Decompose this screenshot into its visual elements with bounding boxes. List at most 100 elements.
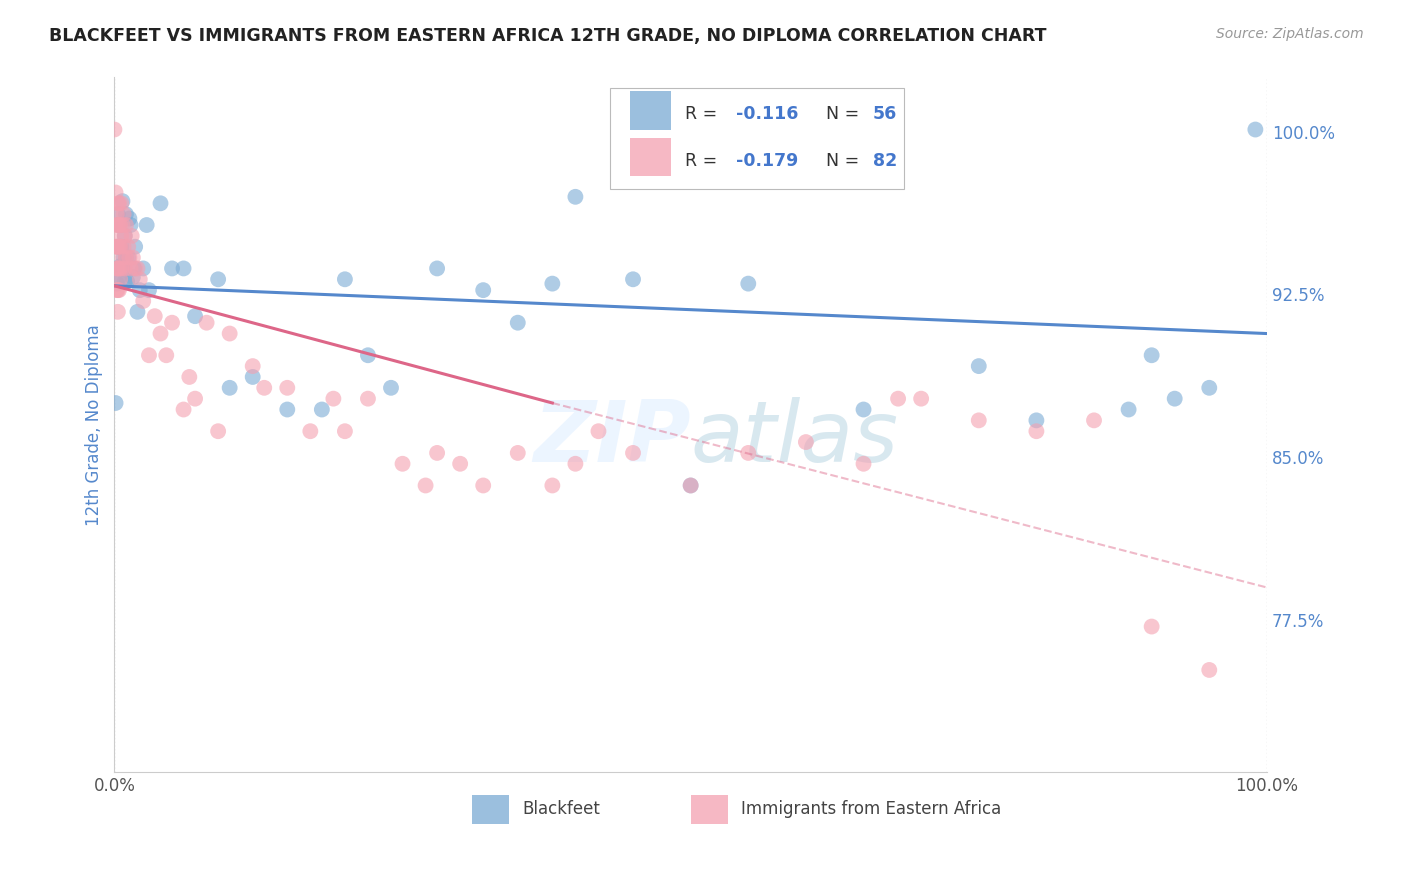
Point xyxy=(1198,663,1220,677)
Point xyxy=(117,240,139,254)
Point xyxy=(114,275,136,289)
Point xyxy=(132,293,155,308)
Point xyxy=(1140,348,1163,362)
Point xyxy=(1198,381,1220,395)
Point xyxy=(112,251,135,265)
Point xyxy=(121,228,143,243)
Point xyxy=(103,122,125,136)
Point xyxy=(155,348,177,362)
Point xyxy=(138,283,160,297)
Point xyxy=(333,424,356,438)
Point xyxy=(105,207,128,221)
Point xyxy=(122,261,145,276)
Point xyxy=(108,261,131,276)
Point xyxy=(118,251,141,265)
Point xyxy=(104,218,127,232)
Point xyxy=(242,359,264,373)
Point xyxy=(115,275,138,289)
Point xyxy=(110,228,132,243)
Bar xyxy=(471,795,509,824)
Point xyxy=(132,261,155,276)
Point xyxy=(127,305,149,319)
Point xyxy=(110,196,132,211)
Point xyxy=(506,446,529,460)
Point xyxy=(117,251,139,265)
Point xyxy=(128,272,150,286)
Point xyxy=(184,309,207,323)
Text: 82: 82 xyxy=(873,153,897,170)
Point xyxy=(679,478,702,492)
Point xyxy=(852,457,875,471)
Point xyxy=(108,240,131,254)
Point xyxy=(105,240,128,254)
Text: -0.116: -0.116 xyxy=(735,105,799,123)
Point xyxy=(564,190,586,204)
Text: Source: ZipAtlas.com: Source: ZipAtlas.com xyxy=(1216,27,1364,41)
Point xyxy=(415,478,437,492)
Bar xyxy=(630,91,671,129)
Point xyxy=(472,283,495,297)
Point xyxy=(107,305,129,319)
Point xyxy=(112,240,135,254)
Point xyxy=(138,348,160,362)
Point xyxy=(380,381,402,395)
Point xyxy=(115,218,138,232)
Point xyxy=(114,261,136,276)
Point xyxy=(299,424,322,438)
Point xyxy=(149,196,172,211)
Point xyxy=(679,478,702,492)
Point xyxy=(253,381,276,395)
Point xyxy=(108,240,131,254)
Text: -0.179: -0.179 xyxy=(735,153,797,170)
Point xyxy=(128,283,150,297)
Point xyxy=(135,218,157,232)
Point xyxy=(737,277,759,291)
Point xyxy=(110,240,132,254)
Point xyxy=(124,240,146,254)
Text: R =: R = xyxy=(685,153,723,170)
Point xyxy=(391,457,413,471)
Point xyxy=(967,413,990,427)
Text: atlas: atlas xyxy=(690,397,898,480)
Text: 56: 56 xyxy=(873,105,897,123)
Point xyxy=(127,261,149,276)
Point xyxy=(794,435,817,450)
Point xyxy=(108,218,131,232)
Point xyxy=(426,446,449,460)
Point xyxy=(105,261,128,276)
Point xyxy=(588,424,610,438)
Point xyxy=(621,272,644,286)
FancyBboxPatch shape xyxy=(610,87,904,188)
Point xyxy=(1025,413,1047,427)
Point xyxy=(111,251,134,265)
Point xyxy=(887,392,910,406)
Point xyxy=(118,211,141,226)
Point xyxy=(357,348,380,362)
Point xyxy=(104,186,127,200)
Bar xyxy=(630,138,671,177)
Point xyxy=(737,446,759,460)
Point xyxy=(108,218,131,232)
Point xyxy=(207,272,229,286)
Point xyxy=(120,218,142,232)
Point xyxy=(207,424,229,438)
Point xyxy=(195,316,218,330)
Point xyxy=(115,207,138,221)
Point xyxy=(105,277,128,291)
Point xyxy=(108,272,131,286)
Point xyxy=(621,446,644,460)
Point xyxy=(115,251,138,265)
Point xyxy=(322,392,344,406)
Point xyxy=(107,196,129,211)
Point xyxy=(143,309,166,323)
Point xyxy=(149,326,172,341)
Point xyxy=(108,270,131,285)
Bar xyxy=(690,795,727,824)
Point xyxy=(124,261,146,276)
Text: BLACKFEET VS IMMIGRANTS FROM EASTERN AFRICA 12TH GRADE, NO DIPLOMA CORRELATION C: BLACKFEET VS IMMIGRANTS FROM EASTERN AFR… xyxy=(49,27,1046,45)
Point xyxy=(111,194,134,209)
Point xyxy=(107,207,129,221)
Point xyxy=(357,392,380,406)
Point xyxy=(218,326,240,341)
Point xyxy=(1118,402,1140,417)
